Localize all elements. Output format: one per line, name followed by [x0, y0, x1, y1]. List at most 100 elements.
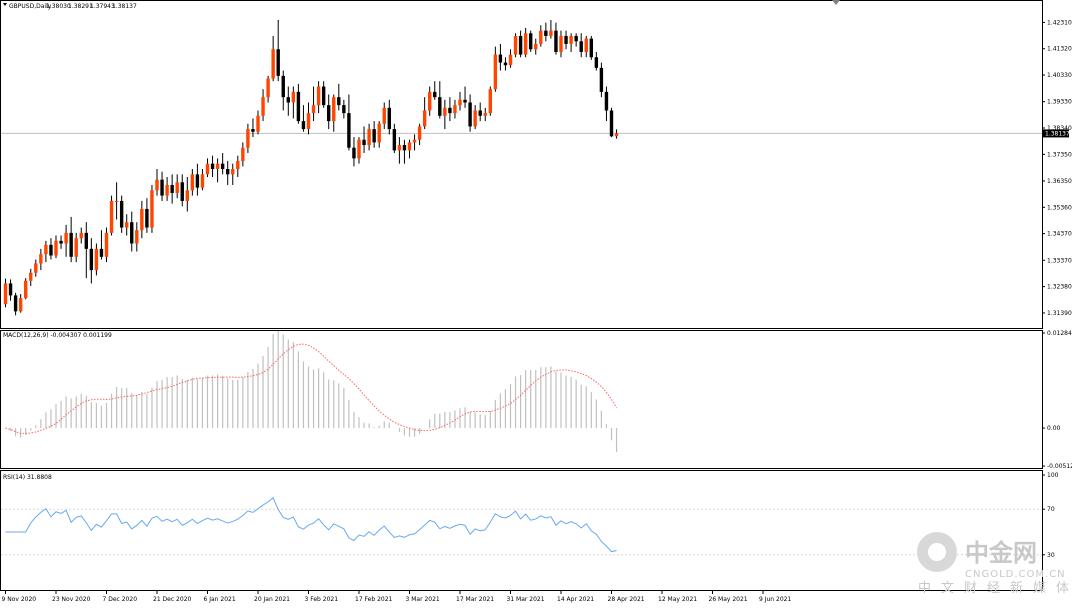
candle-up [39, 254, 42, 263]
candle-down [90, 249, 93, 270]
candle-up [489, 89, 492, 113]
date-tick-label: 17 Mar 2021 [456, 596, 494, 603]
candle-up [4, 283, 7, 304]
candle-up [231, 169, 234, 174]
candle-down [590, 39, 593, 58]
date-tick-label: 9 Nov 2020 [2, 596, 37, 603]
candle-down [145, 209, 148, 228]
candle-up [105, 233, 108, 257]
candle-down [49, 245, 52, 256]
candle-up [514, 36, 517, 55]
price-tick-label: 1.39330 [1047, 99, 1072, 106]
price-tick-label: 1.36350 [1047, 178, 1072, 185]
candle-up [115, 201, 118, 202]
candle-down [438, 97, 441, 116]
candle-up [110, 201, 113, 233]
candle-down [499, 55, 502, 63]
candle-up [246, 129, 249, 148]
candle-down [433, 92, 436, 97]
candle-down [463, 100, 466, 103]
candle-up [534, 44, 537, 49]
price-tick-label: 1.40330 [1047, 72, 1072, 79]
macd-panel-title: MACD(12,26,9) -0.004307 0.001199 [3, 332, 112, 339]
candle-down [448, 108, 451, 113]
candle-down [372, 129, 375, 142]
candle-up [559, 36, 562, 52]
watermark-brand-domain: CNGOLD.COM.CN [965, 569, 1066, 580]
candle-up [484, 113, 487, 116]
candle-up [509, 55, 512, 66]
candle-down [479, 110, 482, 115]
candle-down [160, 180, 163, 196]
candle-down [554, 31, 557, 52]
candle-down [251, 129, 254, 132]
candle-up [494, 55, 497, 90]
candle-down [580, 41, 583, 52]
date-tick-label: 14 Apr 2021 [557, 596, 594, 603]
candle-up [19, 298, 22, 311]
price-tick-label: 1.35360 [1047, 204, 1072, 211]
candle-down [100, 249, 103, 257]
candle-down [352, 148, 355, 159]
date-tick-label: 31 Mar 2021 [507, 596, 545, 603]
candle-down [211, 164, 214, 169]
candle-up [312, 105, 315, 113]
rsi-tick-label: 30 [1047, 552, 1055, 559]
candle-up [549, 31, 552, 36]
current-price-label: 1.38137 [1045, 131, 1070, 138]
candle-up [150, 190, 153, 227]
price-tick-label: 1.42310 [1047, 19, 1072, 26]
watermark-brand-slogan: 中文财经新媒体 [918, 580, 1072, 596]
candle-up [216, 164, 219, 169]
candle-down [574, 36, 577, 41]
candle-up [569, 36, 572, 44]
candle-up [140, 209, 143, 230]
candle-up [367, 129, 370, 145]
candle-up [398, 145, 401, 150]
candle-down [342, 105, 345, 113]
candle-down [393, 129, 396, 150]
candle-up [125, 222, 128, 227]
candle-up [155, 180, 158, 191]
candle-down [322, 87, 325, 106]
candle-up [271, 49, 274, 78]
candle-up [418, 126, 421, 139]
date-tick-label: 6 Jan 2021 [204, 596, 236, 603]
candle-down [221, 164, 224, 169]
price-tick-label: 1.41320 [1047, 46, 1072, 53]
candle-down [519, 36, 522, 55]
candle-up [165, 185, 168, 196]
candle-up [64, 233, 67, 244]
candle-down [544, 31, 547, 36]
candle-up [80, 233, 83, 238]
candle-down [468, 102, 471, 126]
candle-up [473, 110, 476, 126]
candle-up [256, 116, 259, 132]
candle-up [176, 182, 179, 193]
date-tick-label: 12 May 2021 [658, 596, 697, 603]
price-tick-label: 1.37350 [1047, 151, 1072, 158]
candle-up [135, 230, 138, 243]
price-tick-label: 1.32380 [1047, 284, 1072, 291]
macd-tick-label: 0.00 [1047, 425, 1061, 432]
candle-up [292, 92, 295, 103]
date-tick-label: 28 Apr 2021 [608, 596, 645, 603]
candle-down [130, 222, 133, 243]
candle-up [34, 263, 37, 272]
candle-up [29, 273, 32, 281]
candle-up [585, 39, 588, 52]
price-tick-label: 1.34370 [1047, 231, 1072, 238]
candle-up [524, 33, 527, 54]
candle-down [337, 97, 340, 105]
candle-down [347, 113, 350, 148]
candle-down [14, 295, 17, 311]
candle-down [605, 92, 608, 111]
candle-down [9, 283, 12, 295]
date-tick-label: 26 May 2021 [709, 596, 748, 603]
ohlc-close: 1.38137 [112, 3, 137, 10]
candle-down [302, 121, 305, 129]
candle-up [453, 105, 456, 113]
